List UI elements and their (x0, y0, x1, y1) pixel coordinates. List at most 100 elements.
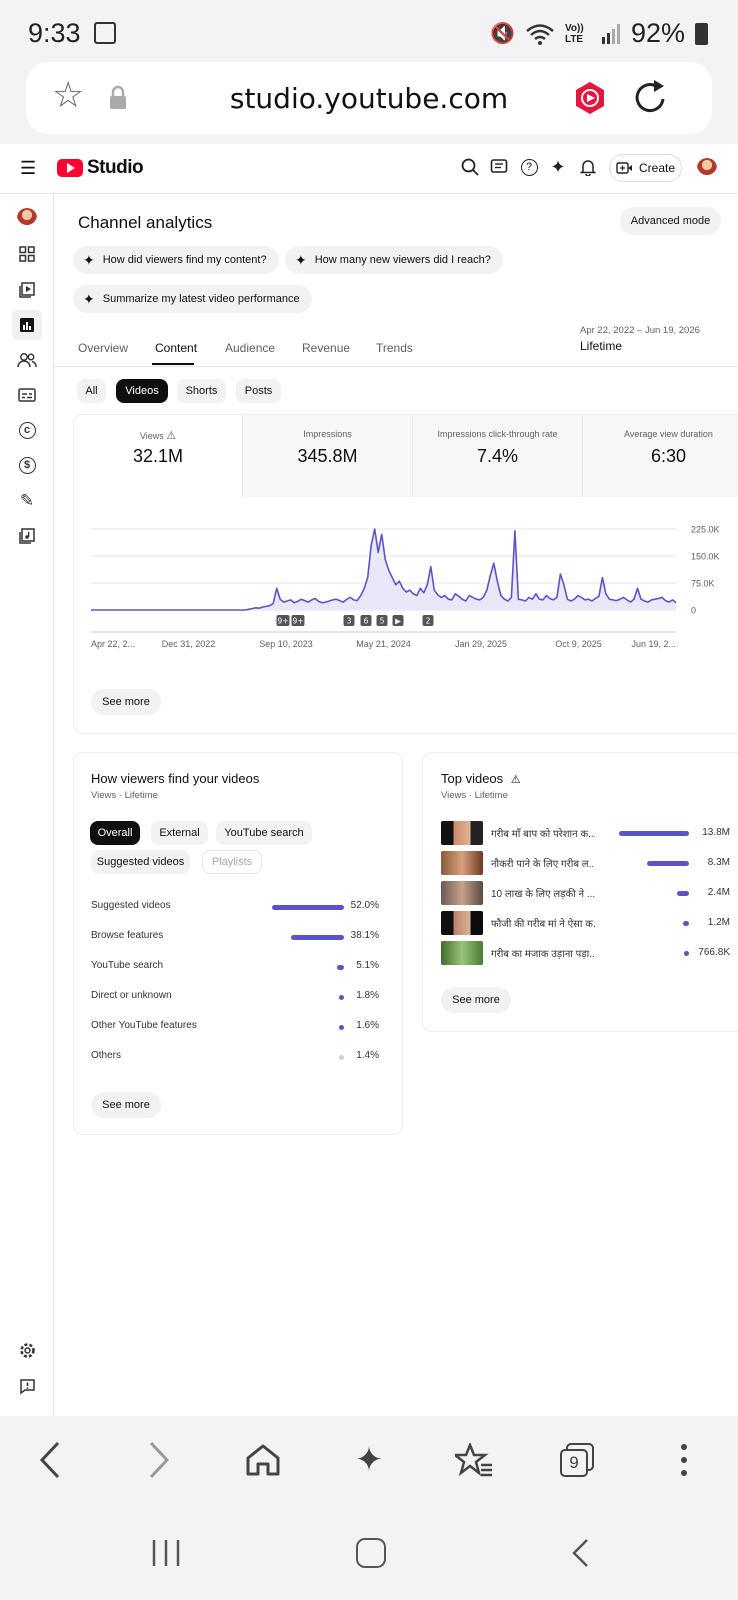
sidebar: c $ ✎ (0, 194, 54, 1416)
tab-overview[interactable]: Overview (78, 341, 129, 355)
filter-videos[interactable]: Videos (116, 379, 168, 403)
chart-event-marker[interactable]: 6 (360, 615, 372, 626)
youtube-studio-extension-icon[interactable] (574, 81, 606, 115)
suggestion-chip-new-viewers[interactable]: ✦ How many new viewers did I reach? (285, 246, 503, 274)
bookmarks-icon[interactable] (454, 1440, 494, 1480)
tabs-icon[interactable]: 9 (557, 1440, 597, 1480)
traffic-chip-external[interactable]: External (151, 821, 208, 845)
earn-icon[interactable]: $ (15, 453, 39, 477)
analytics-icon[interactable] (12, 310, 42, 340)
date-period-label[interactable]: Lifetime (580, 339, 623, 353)
metric-views[interactable]: Views ⚠ 32.1M (74, 415, 242, 497)
filter-all[interactable]: All (77, 379, 106, 403)
bookmark-star-icon[interactable]: ☆ (52, 74, 85, 115)
warning-icon: ⚠ (510, 774, 521, 786)
search-icon[interactable] (459, 156, 481, 178)
chart-event-marker[interactable]: 3 (343, 615, 355, 626)
feedback-icon[interactable] (488, 156, 510, 178)
traffic-chip-youtube-search[interactable]: YouTube search (216, 821, 312, 845)
copyright-icon[interactable]: c (15, 418, 39, 442)
settings-gear-icon[interactable] (15, 1338, 39, 1362)
views-chart[interactable]: 225.0K 150.0K 75.0K 0 9+ 9+ 3 6 5 ▶ 2 Apr 22, 2... D… (78, 520, 738, 670)
chart-event-marker[interactable]: 5 (376, 615, 388, 626)
more-options-icon[interactable] (664, 1440, 704, 1480)
video-views-bar (684, 951, 689, 956)
suggestion-chip-find-content[interactable]: ✦ How did viewers find my content? (73, 246, 279, 274)
suggestion-chip-summarize[interactable]: ✦ Summarize my latest video performance (73, 285, 312, 313)
tab-audience[interactable]: Audience (225, 341, 276, 355)
date-range[interactable]: Apr 22, 2022 – Jun 19, 2026 (580, 325, 700, 336)
video-thumbnail[interactable] (441, 881, 483, 905)
chart-see-more-button[interactable]: See more (91, 689, 161, 715)
url-bar[interactable]: ☆ studio.youtube.com (26, 62, 712, 134)
notifications-bell-icon[interactable] (577, 156, 599, 178)
customization-wand-icon[interactable]: ✎ (19, 491, 35, 510)
traffic-chip-suggested-videos[interactable]: Suggested videos (91, 850, 190, 874)
forward-icon[interactable] (139, 1440, 179, 1480)
audience-icon[interactable] (15, 348, 39, 372)
traffic-chip-playlists[interactable]: Playlists (202, 850, 262, 874)
traffic-source-bar (336, 965, 344, 970)
send-feedback-icon[interactable] (15, 1374, 39, 1398)
chart-series-line[interactable] (91, 528, 677, 611)
metric-ctr[interactable]: Impressions click-through rate 7.4% (412, 415, 582, 497)
traffic-source-bar (291, 935, 344, 940)
create-button[interactable]: Create (609, 154, 682, 182)
back-icon[interactable] (30, 1440, 70, 1480)
help-icon[interactable]: ? (518, 156, 540, 178)
tab-revenue[interactable]: Revenue (302, 341, 351, 355)
video-thumbnail[interactable] (441, 911, 483, 935)
chart-event-marker[interactable]: 9+ (291, 615, 305, 626)
filter-shorts[interactable]: Shorts (177, 379, 226, 403)
video-thumbnail[interactable] (441, 851, 483, 875)
y-tick-label: 225.0K (691, 525, 720, 535)
reload-icon[interactable] (632, 77, 670, 117)
video-title[interactable]: 10 लाख के लिए लड़की ने ... (491, 889, 595, 900)
studio-logo-text: Studio (87, 157, 144, 178)
lock-icon[interactable] (108, 85, 128, 111)
menu-icon[interactable]: ☰ (20, 158, 37, 178)
metric-avg-view-duration[interactable]: Average view duration 6:30 (582, 415, 738, 497)
studio-logo[interactable]: Studio (57, 157, 144, 179)
advanced-mode-button[interactable]: Advanced mode (620, 207, 721, 235)
video-views-bar (647, 861, 689, 866)
traffic-source-label: Suggested videos (91, 900, 171, 911)
ai-sparkle-icon[interactable]: ✦ (354, 1441, 384, 1479)
content-icon[interactable] (15, 278, 39, 302)
svg-text:9+: 9+ (277, 617, 288, 626)
video-thumbnail[interactable] (441, 941, 483, 965)
svg-text:3: 3 (347, 617, 352, 626)
video-views-bar (682, 921, 689, 926)
tab-content[interactable]: Content (155, 341, 198, 355)
tab-trends[interactable]: Trends (376, 341, 413, 355)
chart-event-marker[interactable]: 2 (422, 615, 434, 626)
system-home-icon[interactable] (356, 1538, 386, 1568)
sidebar-channel-avatar[interactable] (15, 206, 39, 230)
video-title[interactable]: नौकरी पाने के लिए गरीब ल... (491, 859, 595, 870)
subtitles-icon[interactable] (15, 383, 39, 407)
video-views-value: 13.8M (702, 827, 730, 838)
system-back-icon[interactable] (571, 1538, 589, 1576)
video-title[interactable]: फौजी की गरीब मां ने ऐसा क... (491, 919, 595, 930)
video-title[interactable]: गरीब का मजाक उड़ाना पड़ा... (491, 949, 595, 960)
audio-library-icon[interactable] (15, 524, 39, 548)
system-home-shape (356, 1538, 386, 1568)
avatar[interactable] (697, 158, 717, 178)
filter-posts[interactable]: Posts (236, 379, 281, 403)
top-videos-see-more-button[interactable]: See more (441, 987, 511, 1013)
home-icon[interactable] (243, 1440, 283, 1480)
video-views-value: 2.4M (707, 887, 730, 898)
traffic-see-more-button[interactable]: See more (91, 1092, 161, 1118)
traffic-source-value: 52.0% (350, 900, 379, 911)
svg-text:9+: 9+ (292, 617, 303, 626)
sparkle-icon[interactable]: ✦ (550, 156, 566, 177)
dashboard-icon[interactable] (15, 242, 39, 266)
metric-impressions[interactable]: Impressions 345.8M (242, 415, 412, 497)
video-thumbnail[interactable] (441, 821, 483, 845)
traffic-chip-overall[interactable]: Overall (90, 821, 140, 845)
url-text[interactable]: studio.youtube.com (229, 82, 509, 115)
video-title[interactable]: गरीब माँ बाप को परेशान क... (491, 829, 595, 840)
recent-apps-icon[interactable] (151, 1538, 181, 1576)
chart-event-marker[interactable]: 9+ (276, 615, 290, 626)
chart-event-marker[interactable]: ▶ (392, 615, 404, 626)
